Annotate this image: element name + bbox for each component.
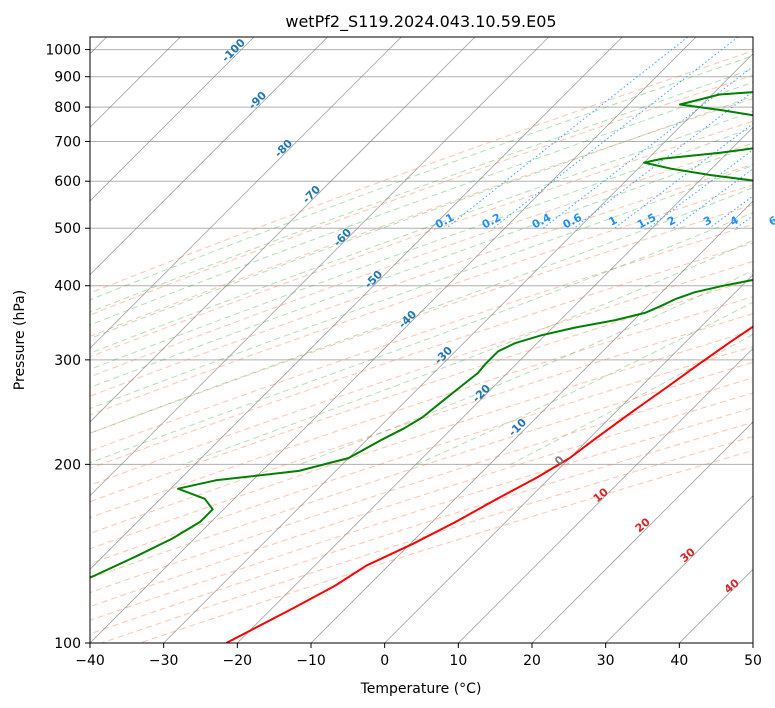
isotherm-line [90,37,697,643]
moist-adiabat-line [90,81,753,326]
dry-adiabat-line [139,449,753,643]
moist-adiabat-line [90,212,753,464]
moist-adiabat-line [90,68,753,313]
x-tick-label: 30 [597,653,615,669]
moist-adiabat-line [90,127,753,370]
dry-adiabats [90,50,753,643]
moist-adiabat-line [90,95,753,340]
dry-adiabat-line [90,329,753,550]
grid-lines [90,49,753,643]
x-tick-label: −40 [75,653,105,669]
moist-adiabat-line [90,164,753,410]
moist-adiabat-line [90,110,753,354]
dry-adiabat-line [90,120,753,358]
x-tick-label: −10 [296,653,326,669]
isotherm-line [90,37,623,570]
isotherm-line [310,200,753,643]
moist-adiabat-line [90,55,753,301]
isotherm-line [237,126,753,643]
isotherm-line [90,37,476,423]
x-tick-label: 50 [744,653,762,669]
y-tick-label: 800 [54,100,81,116]
mixing-ratio-line [672,168,753,229]
mixing-ratio-label: 6 [767,213,775,228]
y-axis: 100 200 300 400 500 600 700 800 900 1000 [45,43,90,652]
moist-adiabat-line [90,144,753,389]
isotherm-line [90,37,402,349]
mixing-ratio-line [614,122,753,229]
sounding-series [90,91,753,643]
y-axis-label: Pressure (hPa) [12,290,28,390]
moist-adiabat-line [299,269,753,465]
y-tick-label: 100 [54,636,81,652]
y-tick-label: 400 [54,279,81,295]
moist-adiabat-line [416,301,753,465]
y-tick-label: 500 [54,221,81,237]
x-tick-label: 40 [670,653,688,669]
y-tick-label: 700 [54,134,81,150]
plot-background [90,37,753,643]
isotherm-line [90,37,549,497]
temperature-profile-line [225,325,753,643]
x-tick-label: 20 [523,653,541,669]
dry-adiabat-line [90,421,753,635]
isotherms [90,37,753,643]
isotherm-line [752,642,753,643]
y-tick-label: 600 [54,174,81,190]
x-tick-label: 10 [449,653,467,669]
mixing-ratio-lines [445,37,753,229]
x-axis-label: Temperature (°C) [360,681,482,697]
y-tick-label: 200 [54,457,81,473]
x-axis: −40 −30 −20 −10 0 10 20 30 40 50 [75,643,762,669]
x-tick-label: −30 [149,653,179,669]
mixing-ratio-line [542,65,753,229]
isotherm-line [458,347,753,643]
y-tick-label: 300 [54,353,81,369]
isotherm-line [605,495,753,643]
dry-adiabat-line [90,98,753,337]
dry-adiabat-line [90,50,753,294]
y-tick-label: 900 [54,70,81,86]
isotherm-line [163,53,753,643]
dry-adiabat-line [101,435,753,643]
plot-frame [89,36,754,644]
x-tick-label: 0 [380,653,389,669]
isotherm-line [531,421,753,643]
isotherm-line [90,37,328,276]
moist-adiabats [90,55,753,465]
isotherm-line [90,37,255,202]
dewpoint-profile-line [90,91,753,579]
chart-title: wetPf2_S119.2024.043.10.59.E05 [285,12,556,32]
y-tick-label: 1000 [45,43,81,59]
isotherm-line [384,274,753,643]
mixing-ratio-line [445,37,689,229]
dry-adiabat-line [90,345,753,565]
x-tick-label: −20 [223,653,253,669]
dry-adiabat-line [90,142,753,378]
